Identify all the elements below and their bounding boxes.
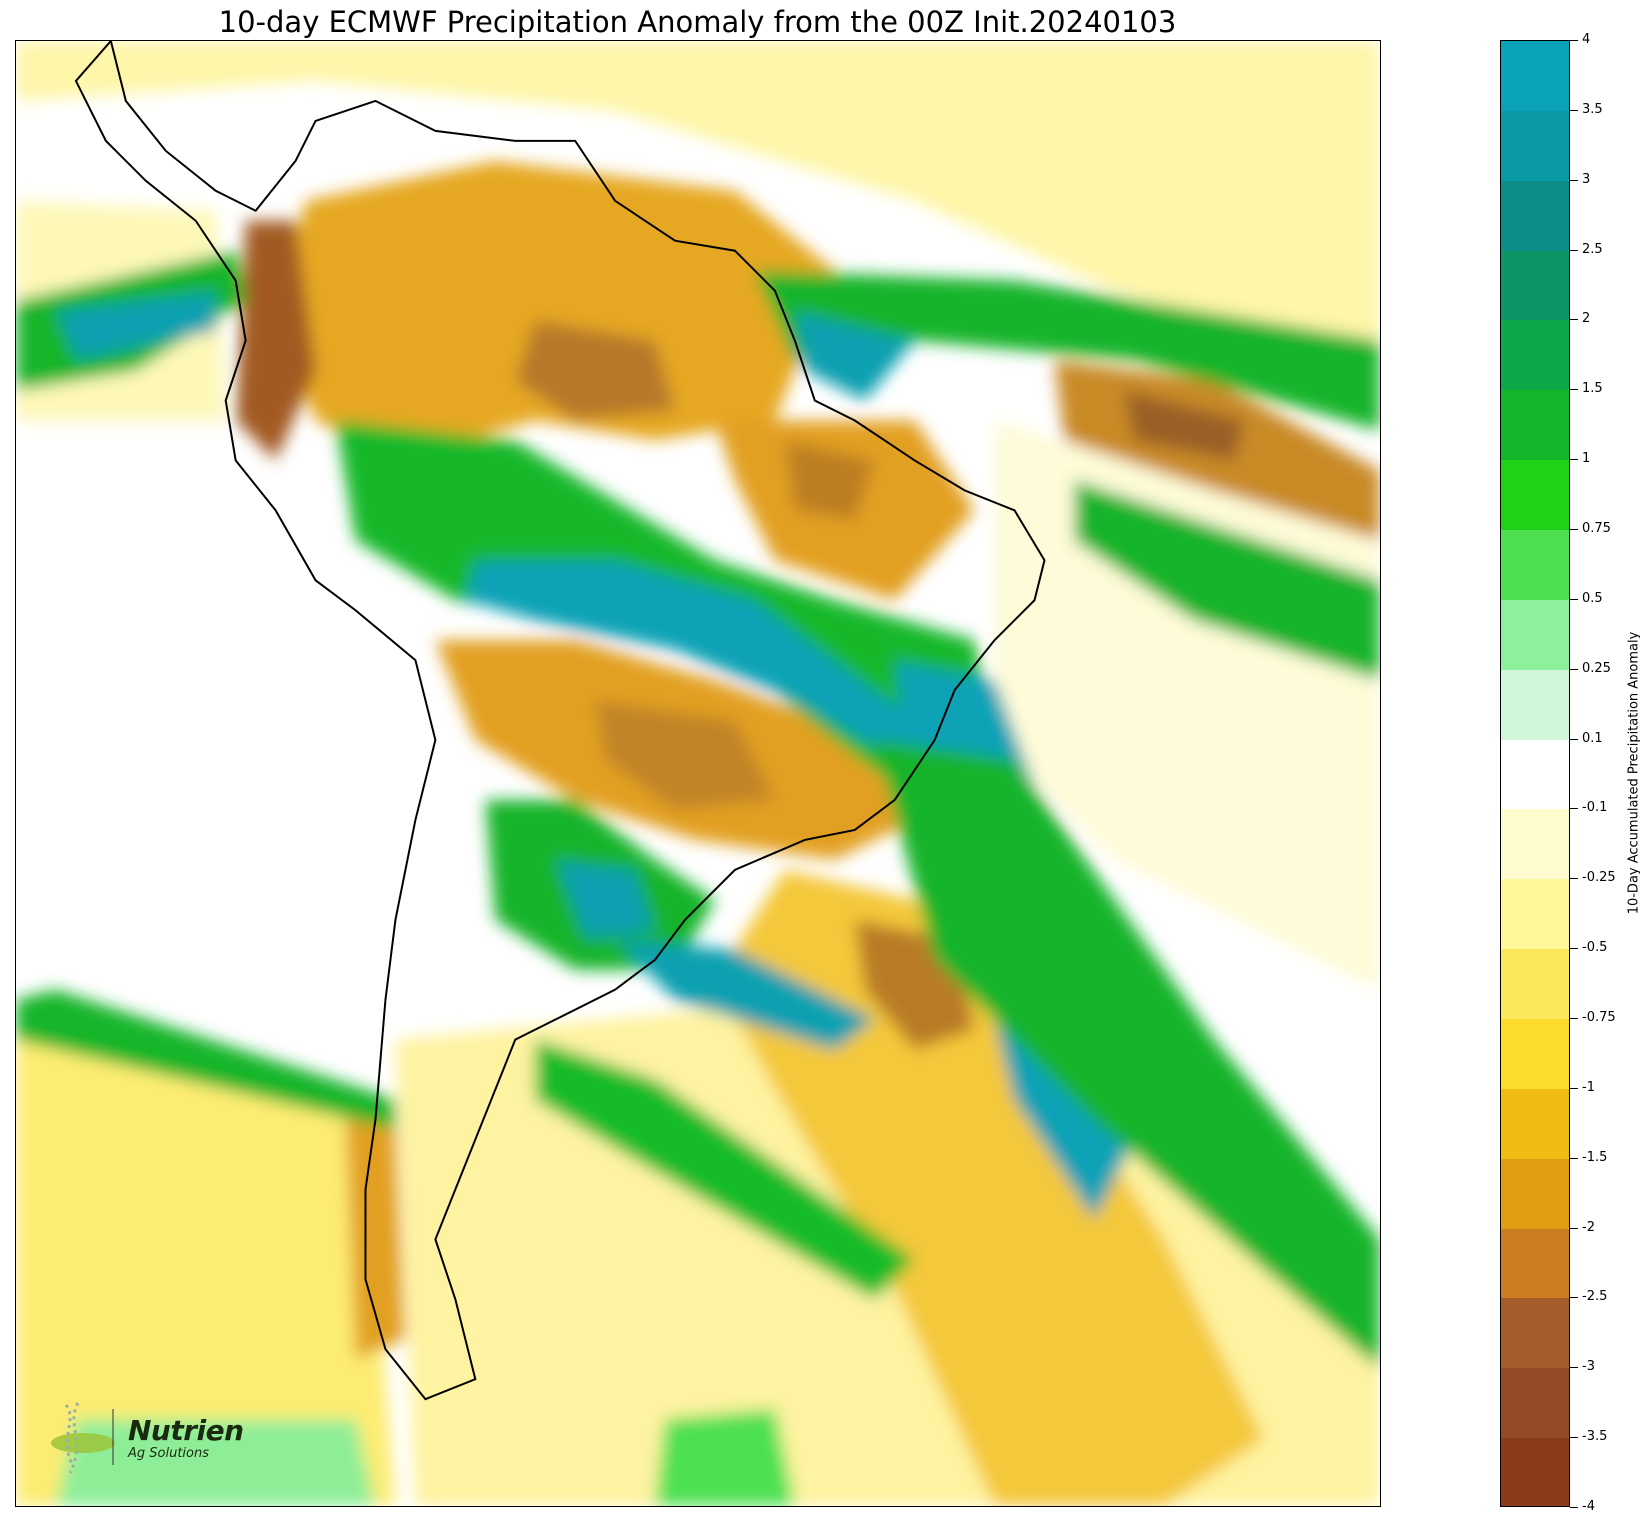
colorbar-tick-mark: [1570, 459, 1578, 461]
colorbar-tick-label: -2: [1582, 1219, 1595, 1235]
colorbar-segment: [1501, 320, 1569, 391]
colorbar-tick-mark: [1570, 1227, 1578, 1229]
colorbar-tick-label: -1: [1582, 1079, 1595, 1095]
colorbar-tick-label: 0.25: [1582, 660, 1611, 676]
colorbar-tick-mark: [1570, 529, 1578, 530]
colorbar-tick-label: 2: [1582, 311, 1591, 327]
colorbar-segment: [1501, 809, 1569, 880]
colorbar-tick-label: -0.25: [1582, 870, 1616, 886]
colorbar-segment: [1501, 1158, 1569, 1230]
colorbar-tick-mark: [1570, 1018, 1578, 1019]
colorbar-tick-mark: [1570, 1297, 1578, 1299]
colorbar-tick-mark: [1570, 1087, 1578, 1089]
colorbar-segment: [1501, 949, 1569, 1020]
colorbar-segment: [1501, 1088, 1569, 1160]
colorbar: [1500, 40, 1570, 1507]
nutrien-logo-icon: [51, 1402, 115, 1474]
colorbar-tick-label: 1.5: [1582, 381, 1603, 397]
anomaly-field: [16, 41, 1380, 1506]
logo-brand: Nutrien: [128, 1414, 244, 1447]
colorbar-tick-mark: [1570, 179, 1578, 181]
colorbar-tick-label: 0.5: [1582, 590, 1603, 606]
map-canvas: [16, 41, 1380, 1506]
colorbar-tick-label: 0.75: [1582, 521, 1611, 536]
colorbar-segment: [1501, 1019, 1569, 1090]
logo-subtitle: Ag Solutions: [128, 1446, 210, 1461]
colorbar-tick-mark: [1570, 948, 1578, 950]
map-title: 10-day ECMWF Precipitation Anomaly from …: [218, 5, 1177, 39]
colorbar-segment: [1501, 739, 1569, 810]
colorbar-segment: [1501, 1298, 1569, 1369]
colorbar-segment: [1501, 390, 1569, 461]
colorbar-segment: [1501, 460, 1569, 531]
colorbar-tick-mark: [1570, 1437, 1578, 1439]
colorbar-segment: [1501, 599, 1569, 671]
colorbar-tick-mark: [1570, 878, 1578, 880]
colorbar-title: 10-Day Accumulated Precipitation Anomaly: [1626, 631, 1640, 915]
colorbar-tick-label: -3: [1582, 1359, 1595, 1375]
colorbar-segment: [1501, 530, 1569, 601]
colorbar-tick-label: -1.5: [1582, 1149, 1608, 1165]
continent-outline: [74, 41, 1046, 1401]
colorbar-tick-label: 1: [1582, 451, 1591, 467]
colorbar-segment: [1501, 41, 1569, 112]
colorbar-segment: [1501, 879, 1569, 950]
colorbar-tick-mark: [1570, 319, 1578, 321]
colorbar-tick-label: -4: [1582, 1499, 1595, 1514]
precipitation-anomaly-map: [15, 40, 1381, 1507]
colorbar-tick-mark: [1570, 1157, 1578, 1159]
colorbar-tick-label: 2.5: [1582, 241, 1603, 257]
colorbar-segment: [1501, 669, 1569, 741]
colorbar-segment: [1501, 180, 1569, 252]
colorbar-tick-mark: [1570, 808, 1578, 810]
colorbar-tick-label: -0.75: [1582, 1010, 1616, 1025]
colorbar-segment: [1501, 110, 1569, 182]
colorbar-tick-mark: [1570, 1367, 1578, 1369]
colorbar-tick-mark: [1570, 109, 1578, 111]
colorbar-tick-mark: [1570, 40, 1578, 41]
colorbar-tick-label: 3.5: [1582, 101, 1603, 117]
colorbar-tick-mark: [1570, 1507, 1578, 1508]
colorbar-segment: [1501, 1438, 1569, 1506]
colorbar-tick-mark: [1570, 389, 1578, 391]
colorbar-segment: [1501, 250, 1569, 321]
colorbar-tick-mark: [1570, 738, 1578, 740]
colorbar-tick-mark: [1570, 668, 1578, 670]
colorbar-segment: [1501, 1368, 1569, 1439]
colorbar-tick-label: -0.1: [1582, 800, 1608, 816]
colorbar-tick-label: -2.5: [1582, 1289, 1608, 1305]
colorbar-tick-mark: [1570, 598, 1578, 600]
colorbar-tick-mark: [1570, 249, 1578, 251]
colorbar-tick-label: -3.5: [1582, 1429, 1608, 1445]
colorbar-tick-label: 3: [1582, 171, 1591, 187]
colorbar-tick-label: -0.5: [1582, 940, 1608, 956]
colorbar-segment: [1501, 1228, 1569, 1299]
colorbar-tick-label: 4: [1582, 32, 1591, 47]
colorbar-tick-label: 0.1: [1582, 730, 1603, 746]
